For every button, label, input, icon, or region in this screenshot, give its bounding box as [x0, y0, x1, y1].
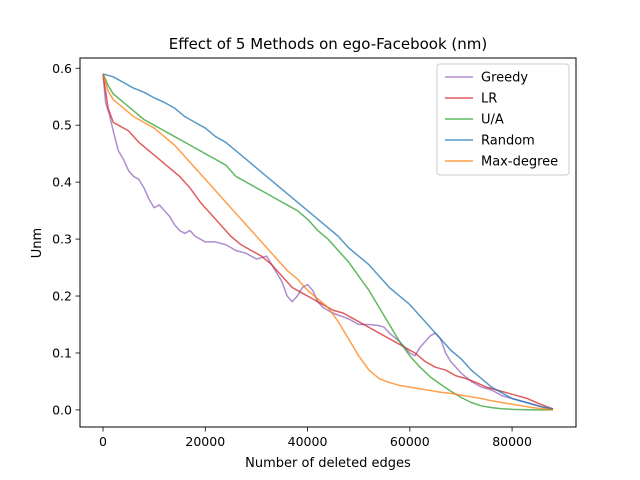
series-layer [102, 73, 554, 411]
x-axis: 0 20000 40000 60000 80000 [99, 427, 532, 449]
x-tick-label: 60000 [390, 434, 430, 449]
chart-title: Effect of 5 Methods on ego-Facebook (nm) [169, 35, 487, 53]
x-tick-label: 80000 [492, 434, 532, 449]
y-tick-label: 0.2 [52, 289, 72, 304]
y-tick-label: 0.5 [52, 118, 72, 133]
x-axis-label: Number of deleted edges [245, 456, 411, 471]
legend-entry-label: Max-degree [481, 155, 558, 170]
legend: Greedy LR U/A Random Max-degree [436, 63, 570, 176]
y-axis-label: Unm [30, 228, 45, 258]
y-tick-label: 0.6 [52, 61, 72, 76]
series-line-random [102, 73, 554, 410]
x-tick-label: 40000 [288, 434, 328, 449]
legend-entry-label: U/A [481, 113, 504, 128]
legend-entry-label: Greedy [481, 71, 528, 86]
y-tick-label: 0.3 [52, 232, 72, 247]
series-line-u-a [102, 73, 553, 411]
legend-entry-label: Random [481, 134, 535, 149]
x-tick-label: 20000 [185, 434, 225, 449]
legend-entry-label: LR [481, 92, 497, 107]
y-axis: 0.0 0.1 0.2 0.3 0.4 0.5 0.6 [52, 61, 80, 417]
series-line-max-degree [102, 73, 554, 411]
y-tick-label: 0.4 [52, 175, 72, 190]
legend-box [436, 63, 570, 176]
y-tick-label: 0.0 [52, 402, 72, 417]
plot-frame [79, 57, 577, 428]
x-tick-label: 0 [99, 434, 107, 449]
y-tick-label: 0.1 [52, 345, 72, 360]
series-line-lr [102, 73, 554, 410]
